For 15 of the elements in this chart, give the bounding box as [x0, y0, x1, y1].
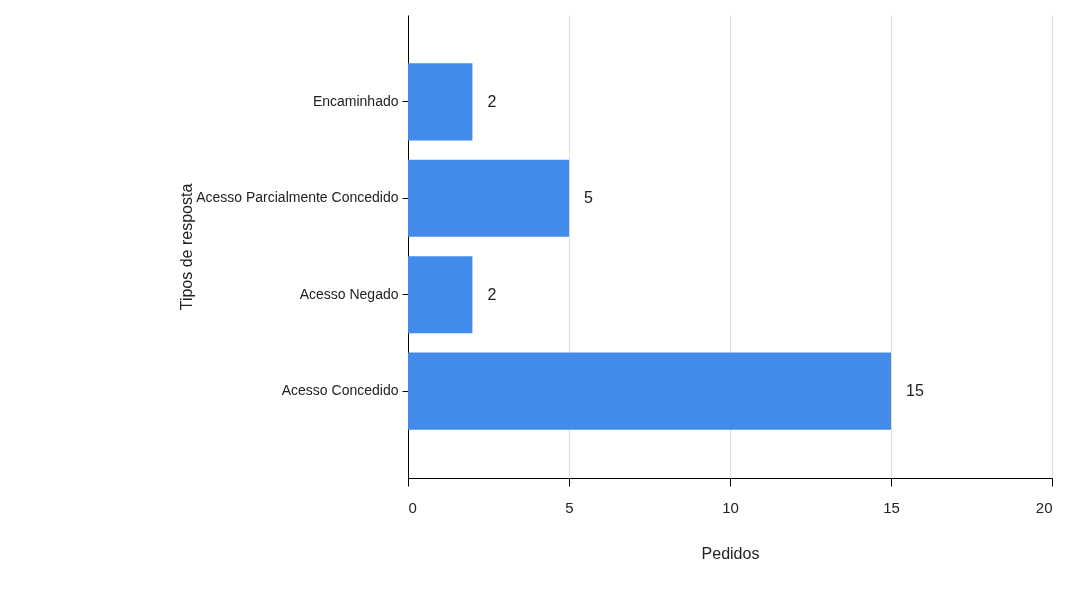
y-axis-title: Tipos de resposta	[177, 183, 195, 311]
data-label: 15	[906, 382, 924, 400]
data-label: 2	[487, 92, 497, 110]
y-tick-label: Acesso Negado	[299, 285, 399, 302]
x-tick-label: 20	[1035, 498, 1053, 516]
x-tick-label: 10	[722, 498, 739, 516]
x-tick-label: 0	[408, 498, 417, 516]
x-tick-label: 15	[883, 498, 900, 516]
x-tick-label: 5	[565, 498, 574, 516]
y-tick-label: Encaminhado	[312, 92, 399, 109]
y-tick-label: Acesso Concedido	[281, 382, 399, 399]
data-label: 5	[584, 189, 593, 207]
data-label: 2	[487, 285, 497, 303]
x-axis-title: Pedidos	[701, 544, 760, 562]
y-tick-label: Acesso Parcialmente Concedido	[196, 189, 399, 206]
